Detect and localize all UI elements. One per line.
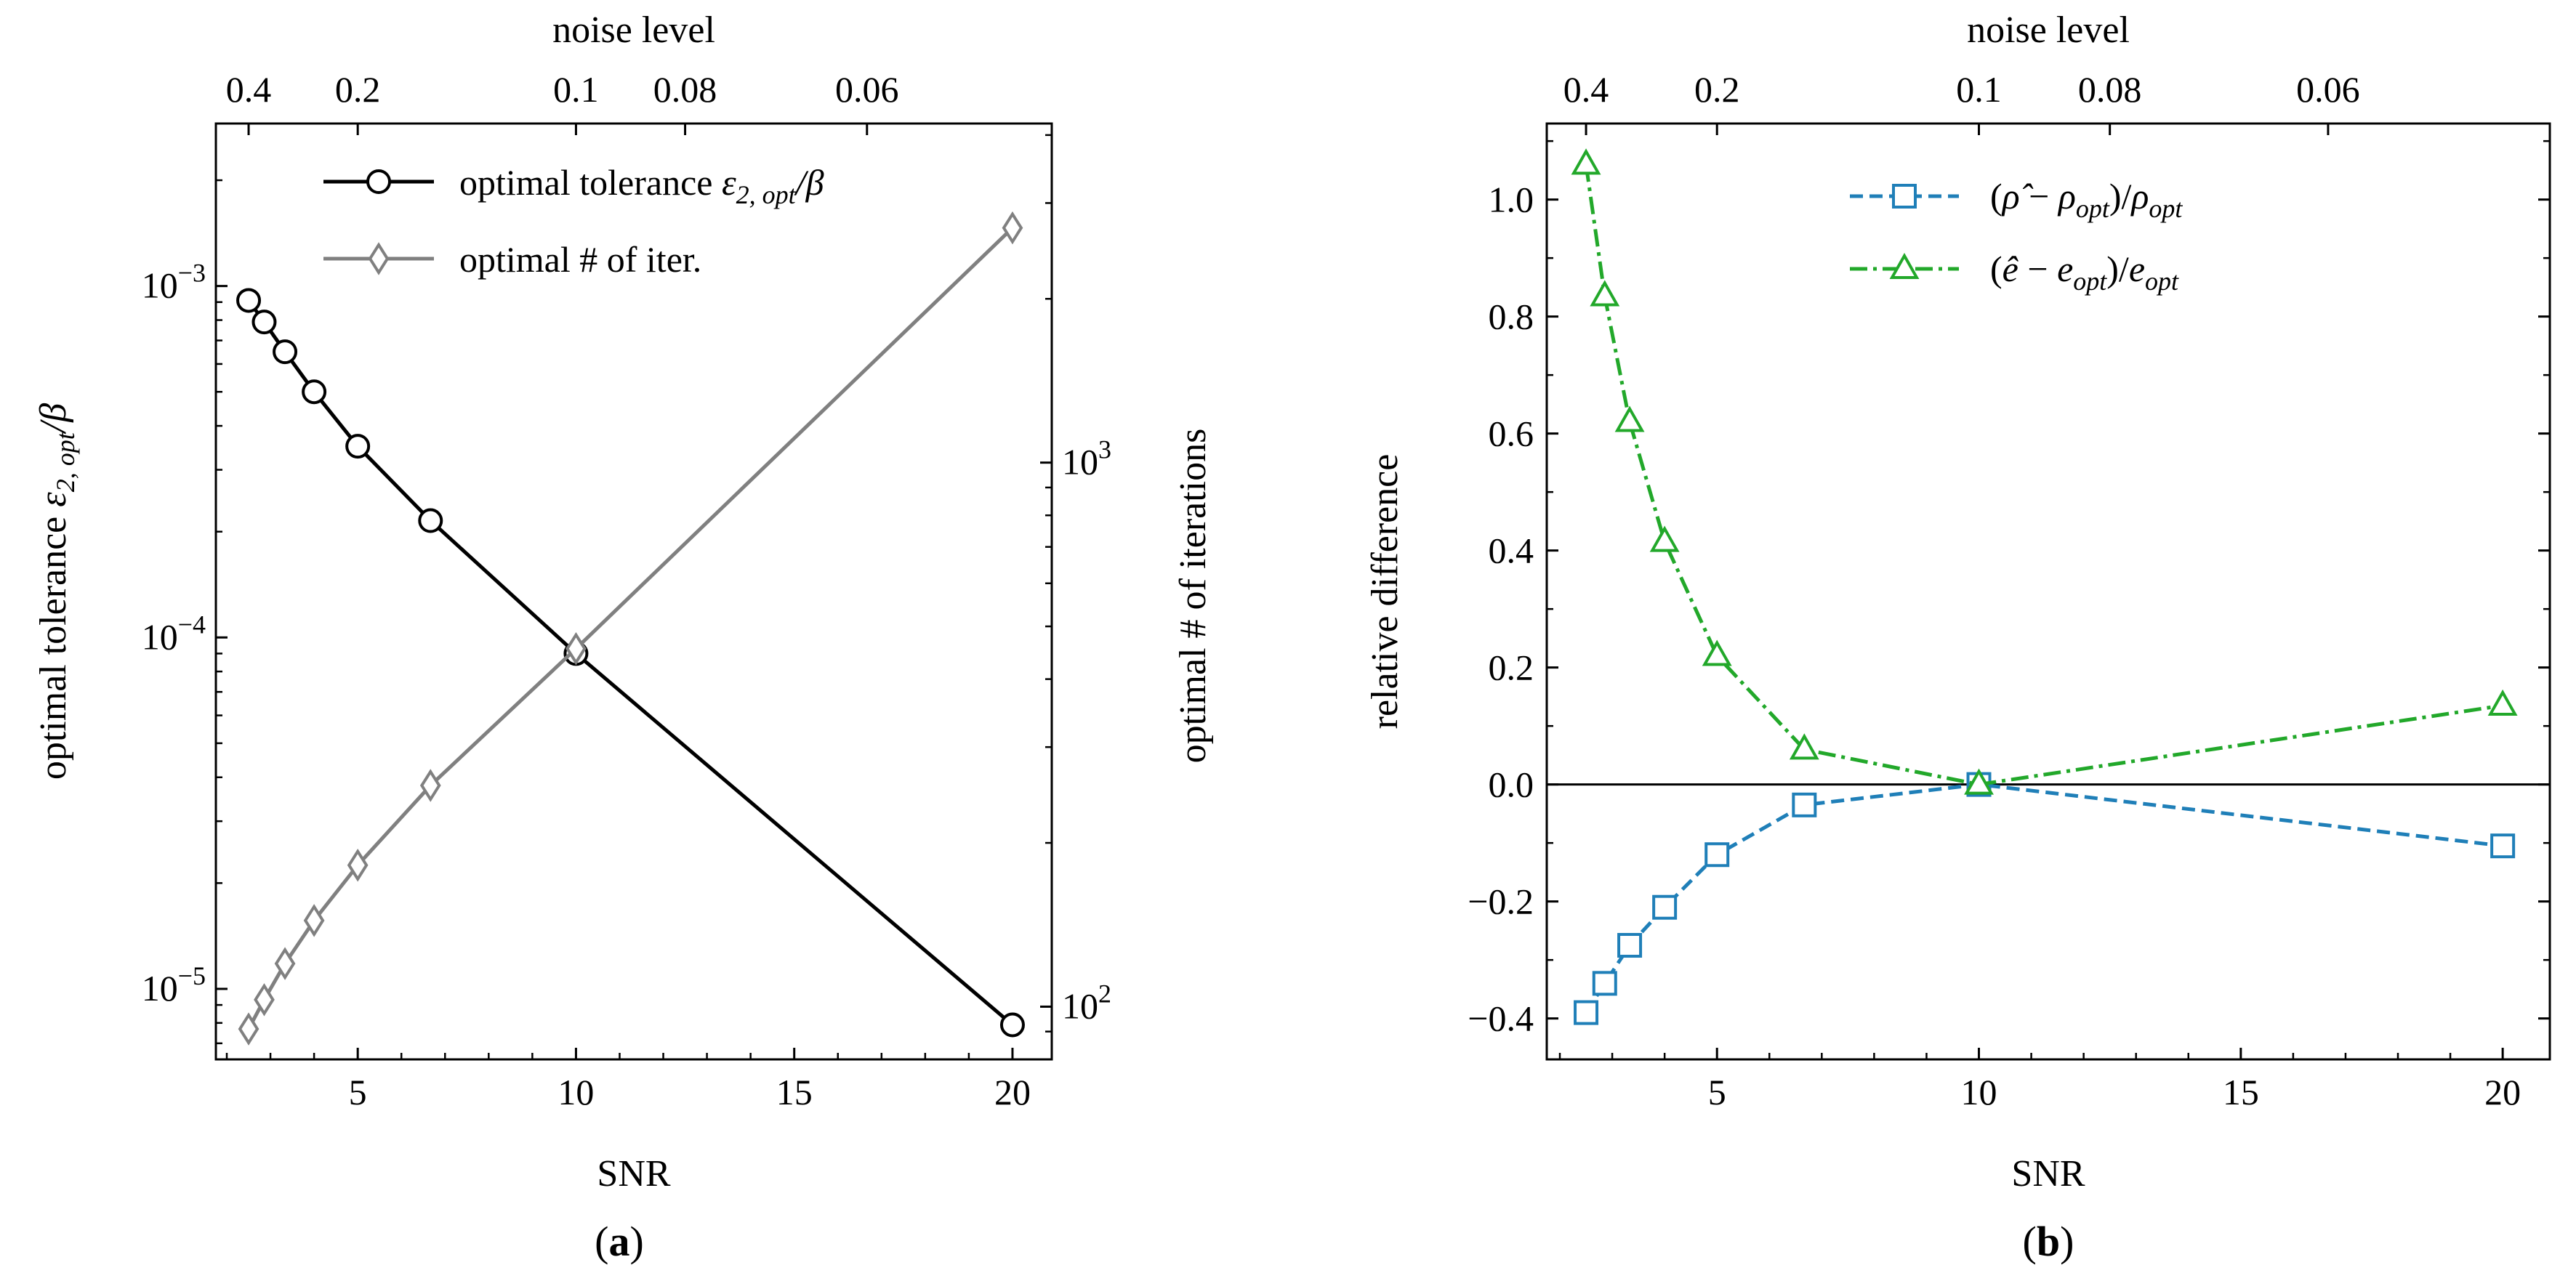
data-point (1592, 971, 1617, 996)
data-point (273, 339, 298, 365)
x-tick-label: 20 (994, 1072, 1031, 1112)
panel-a-frame (214, 122, 1053, 1061)
y-left-tick-label: 10−5 (142, 961, 206, 1009)
y-left-tick-label: 10−3 (142, 259, 206, 306)
data-point (274, 947, 296, 980)
panel-b-top-label: noise level (1967, 9, 2130, 51)
series-line-rho (1584, 783, 2503, 1014)
series-line-e (1584, 163, 2503, 787)
legend-rho-marker (1892, 184, 1917, 209)
data-point (303, 904, 325, 937)
data-point (345, 434, 371, 459)
x-tick-label: 5 (349, 1072, 367, 1112)
series-line-tolerance (247, 299, 1014, 1027)
legend-iterations-label: optimal # of iter. (459, 239, 701, 280)
data-point (1704, 842, 1730, 868)
data-point (418, 508, 443, 533)
legend-tolerance-label: optimal tolerance ε2, opt/β (459, 162, 824, 209)
panel-b-frame (1545, 122, 2551, 1061)
top-tick-label: 0.4 (226, 69, 272, 110)
legend-tolerance-marker (366, 169, 391, 194)
top-tick-label: 0.1 (1956, 69, 2002, 110)
x-tick-label: 20 (2484, 1072, 2521, 1112)
y-tick-label: −0.2 (1468, 881, 1534, 922)
legend-rho-label: (ρ̂ − ρopt)/ρopt (1990, 176, 2183, 223)
data-point (1617, 933, 1643, 958)
y-tick-label: 0.6 (1489, 413, 1534, 454)
data-point (254, 983, 275, 1017)
data-point (999, 1012, 1025, 1038)
y-tick-label: −0.4 (1468, 998, 1534, 1039)
top-tick-label: 0.06 (2296, 69, 2360, 110)
top-tick-label: 0.2 (335, 69, 381, 110)
data-point (1649, 525, 1680, 552)
caption-a: (a) (595, 1218, 644, 1265)
data-point (1964, 768, 1994, 795)
x-tick-label: 10 (1961, 1072, 1997, 1112)
x-tick-label: 5 (1708, 1072, 1726, 1112)
panel-a-right-ylabel: optimal # of iterations (1172, 429, 1214, 764)
y-right-tick-label: 102 (1062, 979, 1111, 1026)
panel-a-xlabel: SNR (597, 1153, 670, 1195)
data-point (238, 1012, 259, 1046)
series-line-iterations (246, 226, 1014, 1030)
panel-a-left-ylabel: optimal tolerance ε2, opt/β (33, 403, 80, 780)
data-point (1614, 405, 1645, 432)
panel-b-ylabel: relative difference (1364, 454, 1406, 730)
data-point (347, 848, 369, 882)
y-tick-label: 0.4 (1489, 530, 1534, 571)
y-tick-label: 0.0 (1489, 764, 1534, 805)
data-point (236, 288, 262, 313)
top-tick-label: 0.08 (2078, 69, 2142, 110)
y-tick-label: 0.8 (1489, 296, 1534, 337)
data-point (2487, 689, 2518, 716)
data-point (565, 631, 587, 666)
panel-b: 5 10 15 20 0.4 0.2 0.1 0.08 0.06 −0.4 −0.2 0.0 0.2 0.… (1364, 9, 2551, 1265)
data-point (1574, 1000, 1599, 1025)
panel-a-ticks: 5 10 15 20 0.4 0.2 0.1 0.08 0.06 10−5 10−4 10−3 102 1… (142, 69, 1111, 1112)
panel-a-legend: optimal tolerance ε2, opt/β optimal # of… (323, 162, 824, 280)
data-point (1792, 792, 1817, 817)
top-tick-label: 0.06 (835, 69, 899, 110)
data-point (1571, 148, 1601, 175)
panel-a: 5 10 15 20 0.4 0.2 0.1 0.08 0.06 10−5 10−4 10−3 102 1… (33, 9, 1214, 1265)
panel-b-legend: (ρ̂ − ρopt)/ρopt (ê − eopt)/eopt (1850, 176, 2183, 296)
x-tick-label: 10 (558, 1072, 594, 1112)
data-point (302, 379, 327, 405)
top-tick-label: 0.1 (553, 69, 599, 110)
legend-iterations-marker (368, 242, 390, 275)
data-point (2490, 833, 2516, 859)
panel-b-xlabel: SNR (2011, 1153, 2085, 1195)
top-tick-label: 0.4 (1563, 69, 1609, 110)
top-tick-label: 0.08 (653, 69, 717, 110)
y-tick-label: 0.2 (1489, 647, 1534, 688)
y-tick-label: 1.0 (1489, 179, 1534, 220)
caption-b: (b) (2023, 1218, 2074, 1265)
y-left-tick-label: 10−4 (142, 610, 206, 657)
panel-b-ticks: 5 10 15 20 0.4 0.2 0.1 0.08 0.06 −0.4 −0.2 0.0 0.2 0.… (1468, 69, 2550, 1112)
data-point (419, 769, 441, 802)
data-point (251, 310, 277, 335)
panel-a-series (236, 211, 1025, 1046)
data-point (1702, 639, 1732, 666)
x-tick-label: 15 (2223, 1072, 2259, 1112)
legend-e-label: (ê − eopt)/eopt (1990, 248, 2179, 296)
panel-a-top-label: noise level (552, 9, 715, 51)
panel-b-series (1547, 148, 2550, 1025)
data-point (1789, 733, 1819, 760)
data-point (1652, 894, 1678, 920)
data-point (1590, 280, 1620, 307)
x-tick-label: 15 (776, 1072, 813, 1112)
top-tick-label: 0.2 (1694, 69, 1740, 110)
data-point (1002, 211, 1023, 245)
legend-e-marker (1889, 252, 1920, 279)
y-right-tick-label: 103 (1062, 435, 1111, 482)
